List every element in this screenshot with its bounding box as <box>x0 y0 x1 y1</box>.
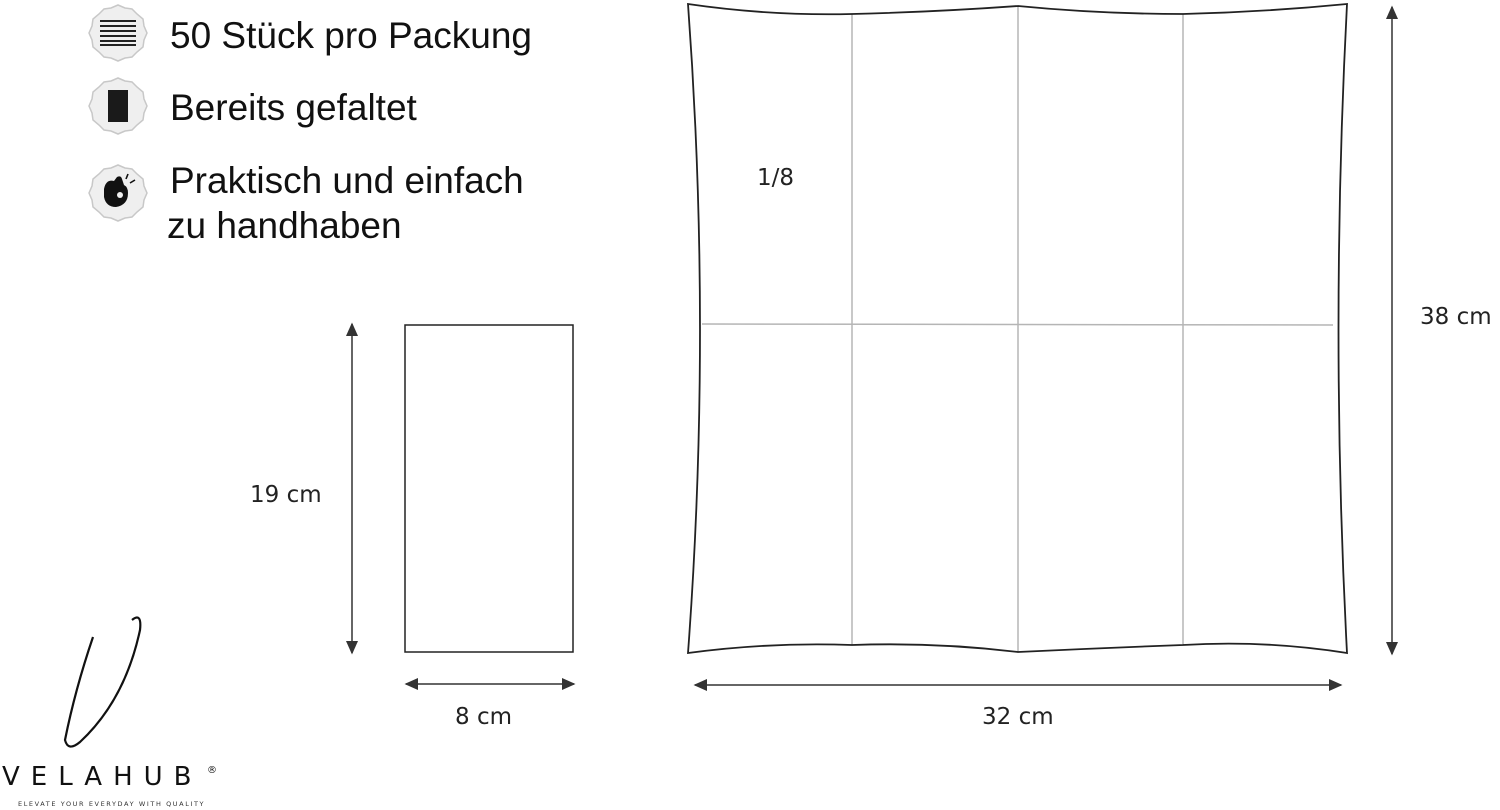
fold-line <box>701 323 1334 326</box>
folded-napkin <box>404 324 574 653</box>
unfolded-height-label: 38 cm <box>1420 304 1492 330</box>
unfolded-napkin <box>687 2 1348 655</box>
stack-lines-icon <box>88 4 148 62</box>
ok-hand-icon <box>88 164 148 222</box>
folded-width-label: 8 cm <box>455 704 512 730</box>
brand-tagline: ELEVATE YOUR EVERYDAY WITH QUALITY <box>18 800 205 808</box>
unfolded-width-label: 32 cm <box>982 704 1054 730</box>
folded-height-label: 19 cm <box>250 482 322 508</box>
feature-packaging: 50 Stück pro Packung <box>170 15 532 56</box>
logo-v-mark <box>63 616 142 748</box>
folded-napkin-icon <box>88 77 148 135</box>
registered-mark: ® <box>207 765 217 776</box>
brand-logo: VELAHUB ® ELEVATE YOUR EVERYDAY WITH QUA… <box>2 616 217 808</box>
feature-easy-handling-line1: Praktisch und einfach <box>170 160 524 201</box>
feature-easy-handling-line2: zu handhaben <box>167 205 402 246</box>
brand-name: VELAHUB <box>2 762 203 792</box>
section-label: 1/8 <box>757 165 794 191</box>
feature-prefolded: Bereits gefaltet <box>170 87 418 128</box>
